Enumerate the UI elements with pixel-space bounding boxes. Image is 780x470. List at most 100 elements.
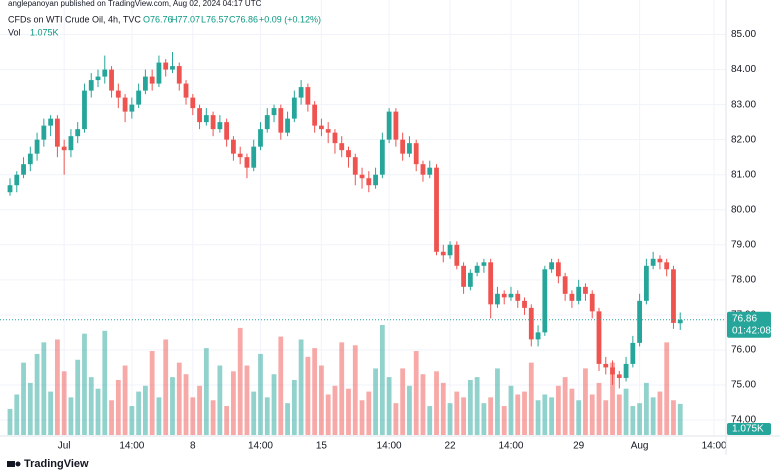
candle-body [664,262,670,270]
candle-body [467,272,473,287]
volume-bar [373,368,378,435]
volume-bar [427,406,433,435]
candle-body [217,122,223,130]
volume-bar [88,377,94,435]
candle-body [576,286,582,301]
volume-bar [21,362,26,435]
x-tick-label: Aug [631,441,649,452]
grid-layer [0,0,726,436]
candle-body [637,300,643,343]
candle-body [495,293,500,305]
brand: TradingView [24,458,89,470]
candle-body [163,62,169,70]
candle-body [61,146,67,151]
volume-bar [352,345,358,435]
candle-body [129,104,135,112]
volume-bar [332,385,338,435]
volume-bar [271,374,277,435]
candle-body [82,90,87,130]
volume-bar [474,377,480,435]
volume-bar [515,394,521,435]
volume-bar [420,374,426,435]
volume-bar [231,371,236,435]
price-tag [727,311,771,338]
candle-body [373,174,378,186]
candle-body [393,111,399,140]
volume-tag-value: 1.075K [732,424,764,435]
candle-body [156,62,162,84]
x-tick-label: 14:00 [119,441,144,452]
candle-body [190,97,196,109]
candle-body [149,76,155,84]
volume-bar [481,403,487,435]
candle-body [488,262,494,305]
candle-body [41,125,47,140]
candle-body [549,262,554,270]
candle-body [427,167,433,175]
volume-bar [237,327,243,435]
volume-bar [136,391,142,435]
candle-body [562,276,568,294]
legend: CFDs on WTI Crude Oil, 4h, TVC O76.76 H7… [8,14,321,37]
y-tick-label: 80.00 [731,204,756,215]
volume-bar [102,330,108,435]
volume-bar [170,377,175,435]
candle-body [447,244,453,256]
x-tick-label: Jul [58,441,71,452]
candle-body [34,139,40,154]
candle-body [231,139,236,154]
volume-bar [176,362,182,435]
volume-bar [447,403,453,435]
volume-bar [68,397,74,435]
volume-tag [727,423,771,435]
volume-bar [115,380,121,435]
candle-body [339,143,345,151]
volume-bar [379,325,385,435]
volume-bar [95,388,101,435]
volume-bar [312,348,318,435]
candle-body [285,118,290,133]
volume-bar [650,397,656,435]
candle-body [379,139,385,175]
candle-body [542,269,548,333]
y-tick-label: 76.00 [731,345,756,356]
volume-bar [264,397,270,435]
volume-bar [190,397,196,435]
volume-bar [203,348,209,435]
candle-body [346,150,351,158]
volume-bar [346,388,351,435]
volume-bar [440,382,446,435]
volume-bar [603,400,609,435]
y-tick-label: 75.00 [731,380,756,391]
volume-bar [549,397,554,435]
volume-bar [495,368,500,435]
volume-bar [677,403,683,435]
volume-bar [542,394,548,435]
volume-bar [143,385,148,435]
candle-body [522,300,527,308]
volume-bar [82,333,87,435]
candle-body [671,269,676,323]
volume-bar [623,388,629,435]
labels-layer: 74.0075.0076.0077.0078.0079.0080.0081.00… [0,29,771,452]
candle-body [271,108,277,116]
close: C76.86 [229,14,258,24]
price-tag-value: 76.86 [732,313,757,324]
candle-body [420,164,426,175]
candle-body [143,76,148,91]
volume-bar [616,394,622,435]
volume-bar [224,406,230,435]
x-tick-label: 14:00 [377,441,402,452]
volume-bar [197,385,202,435]
volume-bar [488,397,494,435]
volume-bar [508,385,514,435]
volume-bar [637,403,643,435]
volume-bar [467,380,473,435]
candle-body [501,293,507,298]
volume-bar [48,391,54,435]
volume-bar [386,377,392,435]
publisher: anglepanoyan published on TradingView.co… [8,0,262,8]
candle-body [481,262,487,266]
candle-body [677,319,683,324]
candle-body [197,108,202,123]
